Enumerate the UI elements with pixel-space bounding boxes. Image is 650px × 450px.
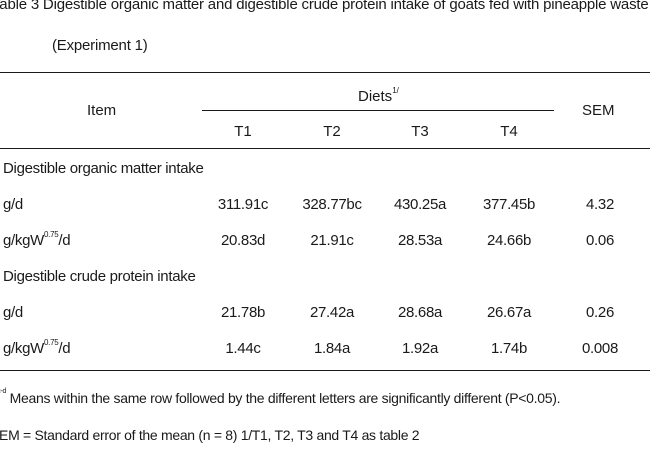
table-caption-line2: (Experiment 1) xyxy=(52,37,148,54)
row-label: g/kgW0.75/d xyxy=(3,230,71,249)
footnote-sem: SEM = Standard error of the mean (n = 8)… xyxy=(0,427,420,443)
row-label-suffix: /d xyxy=(58,232,71,249)
header-col-t4: T4 xyxy=(500,123,518,140)
table-cell: 1.74b xyxy=(490,340,528,357)
sem-cell: 4.32 xyxy=(586,196,614,213)
table-cell: 21.78b xyxy=(220,304,266,321)
header-diets-label: Diets xyxy=(358,88,393,105)
table-cell: 311.91c xyxy=(217,196,269,213)
header-col-t3: T3 xyxy=(411,123,429,140)
table-cell: 28.53a xyxy=(397,232,443,249)
table-cell: 1.84a xyxy=(313,340,351,357)
footnote-significance: a-b-c-d Means within the same row follow… xyxy=(0,388,561,406)
top-rule xyxy=(0,72,650,73)
table-cell: 430.25a xyxy=(393,196,447,213)
table-cell: 377.45b xyxy=(482,196,536,213)
header-col-t2: T2 xyxy=(323,123,341,140)
row-label: g/d xyxy=(3,196,23,213)
row-label-unit: g/kgW xyxy=(3,232,45,249)
table-caption-line1: Table 3 Digestible organic matter and di… xyxy=(0,0,649,13)
row-label-exponent: 0.75 xyxy=(44,338,59,347)
footnote-significance-text: Means within the same row followed by th… xyxy=(6,390,561,406)
table-cell: 28.68a xyxy=(397,304,443,321)
header-sem: SEM xyxy=(582,102,615,119)
sem-cell: 0.008 xyxy=(581,340,619,357)
row-label-exponent: 0.75 xyxy=(44,230,59,239)
table-cell: 328.77bc xyxy=(302,196,362,213)
table-cell: 1.44c xyxy=(225,340,261,357)
section-title-crude-protein: Digestible crude protein intake xyxy=(3,268,196,285)
header-item: Item xyxy=(87,102,117,119)
sem-cell: 0.06 xyxy=(586,232,614,249)
row-label-unit: g/kgW xyxy=(3,340,45,357)
table-cell: 27.42a xyxy=(309,304,355,321)
table-cell: 21.91c xyxy=(310,232,354,249)
header-diets-sup: 1/ xyxy=(392,86,399,95)
table-cell: 1.92a xyxy=(401,340,439,357)
row-label: g/kgW0.75/d xyxy=(3,338,71,357)
bottom-rule xyxy=(0,370,650,371)
table-cell: 20.83d xyxy=(220,232,266,249)
section-title-organic-matter: Digestible organic matter intake xyxy=(3,160,204,177)
sem-cell: 0.26 xyxy=(586,304,614,321)
table-cell: 24.66b xyxy=(486,232,532,249)
header-rule xyxy=(0,148,650,149)
footnote-significance-sup: a-b-c-d xyxy=(0,388,7,395)
row-label-suffix: /d xyxy=(58,340,71,357)
header-diets: Diets1/ xyxy=(358,86,399,105)
header-col-t1: T1 xyxy=(234,123,252,140)
diets-rule xyxy=(202,110,554,111)
table-cell: 26.67a xyxy=(486,304,532,321)
row-label: g/d xyxy=(3,304,23,321)
